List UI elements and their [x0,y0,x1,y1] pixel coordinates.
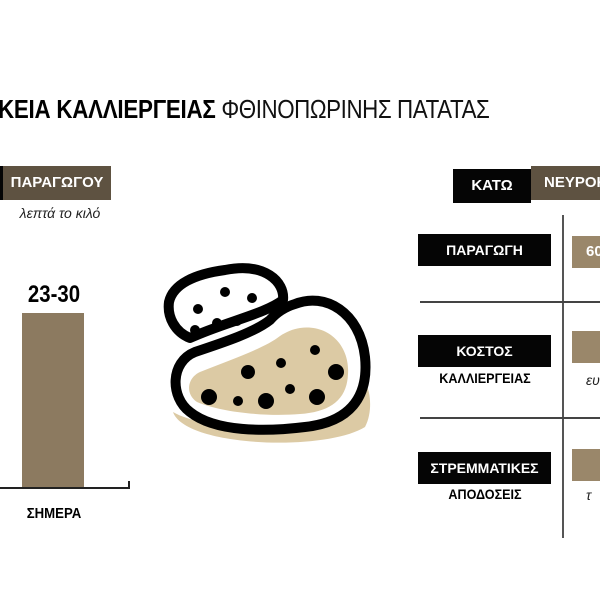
column-divider [562,215,564,538]
row-label-yields-text: ΣΤΡΕΜΜΑΤΙΚΕΣ [430,460,539,476]
row-sublabel-yields: ΑΠΟΔΟΣΕΙΣ [448,486,522,502]
bar-value-label: 23-30 [27,281,81,308]
title-light: ΦΘΙΝΟΠΩΡΙΝΗΣ ΠΑΤΑΤΑΣ [221,94,490,124]
row-divider-1 [420,301,600,303]
page-title: ΚΕΙΑ ΚΑΛΛΙΕΡΓΕΙΑΣ ΦΘΙΝΟΠΩΡΙΝΗΣ ΠΑΤΑΤΑΣ [0,93,490,125]
header-kato-label: ΚΑΤΩ [471,177,513,194]
row-label-cost-text: ΚΟΣΤΟΣ [456,343,513,359]
x-axis [0,487,130,489]
row-divider-2 [420,417,600,419]
row-value-cost [572,331,600,363]
row-label-yields: ΣΤΡΕΜΜΑΤΙΚΕΣ [418,452,551,484]
header-nevrokopi: ΝΕΥΡΟΚ [531,166,600,200]
row-value-production: 60 [572,236,600,268]
header-kato: ΚΑΤΩ [453,169,531,203]
unit-label: λεπτά το κιλό [19,205,101,221]
row-label-cost: ΚΟΣΤΟΣ [418,335,551,367]
potato-icon [155,262,380,452]
left-header-label: ΠΑΡΑΓΩΓΟΥ [10,174,104,191]
row-value-production-text: 60 [586,243,600,260]
left-header-producer: ΠΑΡΑΓΩΓΟΥ [3,166,111,200]
title-bold: ΚΕΙΑ ΚΑΛΛΙΕΡΓΕΙΑΣ [0,94,216,124]
header-nevrokopi-label: ΝΕΥΡΟΚ [544,174,600,191]
category-label: ΣΗΜΕΡΑ [26,505,82,522]
row-value-cost-sub: ευ [586,372,600,388]
bar-today [22,313,84,488]
x-axis-end-tick [128,481,130,489]
row-value-yields [572,449,600,481]
row-sublabel-cost: ΚΑΛΛΙΕΡΓΕΙΑΣ [439,370,531,386]
row-value-yields-sub: τ [586,487,592,503]
row-label-production: ΠΑΡΑΓΩΓΗ [418,234,551,266]
row-label-production-text: ΠΑΡΑΓΩΓΗ [446,242,523,258]
